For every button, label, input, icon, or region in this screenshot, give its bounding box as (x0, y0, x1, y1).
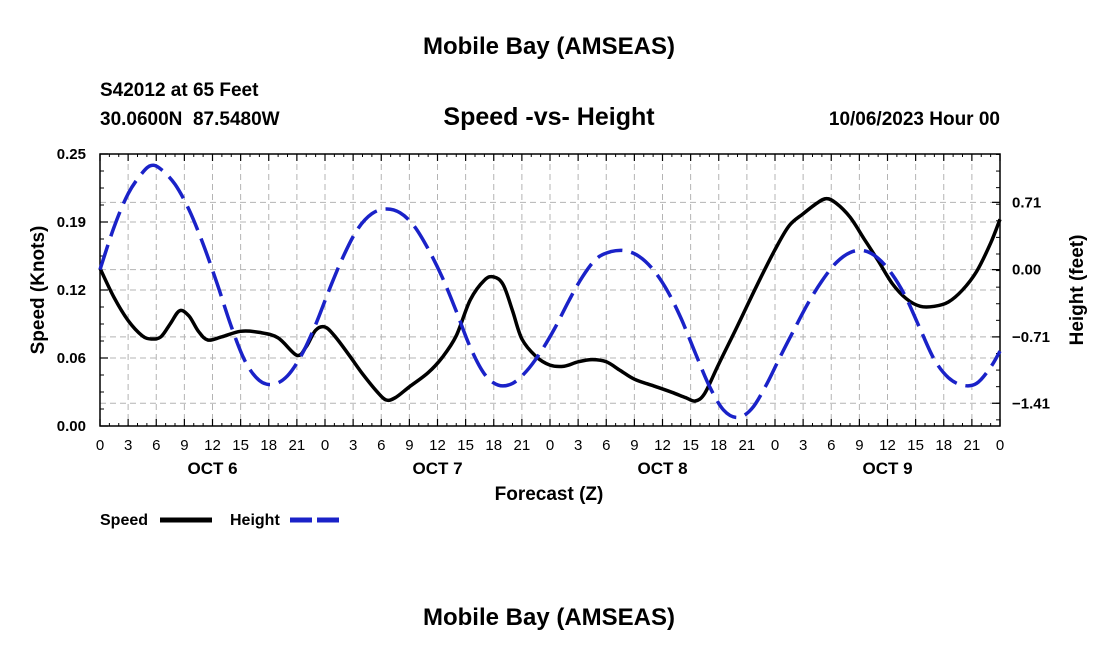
x-tick-label: 18 (710, 437, 727, 454)
x-tick-label: 12 (654, 437, 671, 454)
station-label: S42012 at 65 Feet (100, 80, 259, 101)
x-tick-label: 21 (739, 437, 756, 454)
y-right-tick-label: 0.71 (1012, 194, 1041, 211)
x-tick-label: 18 (485, 437, 502, 454)
grid (100, 154, 1000, 426)
footer-title: Mobile Bay (AMSEAS) (423, 604, 675, 631)
y-left-tick-label: 0.19 (57, 214, 86, 231)
x-tick-label: 6 (827, 437, 835, 454)
day-label: OCT 8 (637, 459, 687, 478)
x-tick-label: 9 (405, 437, 413, 454)
x-tick-label: 0 (96, 437, 104, 454)
series-line-speed (98, 196, 1002, 403)
day-label: OCT 9 (862, 459, 912, 478)
x-tick-label: 0 (996, 437, 1004, 454)
y-left-tick-label: 0.12 (57, 282, 86, 299)
x-tick-label: 6 (377, 437, 385, 454)
day-label: OCT 6 (187, 459, 237, 478)
y-left-tick-label: 0.00 (57, 418, 86, 435)
x-tick-label: 0 (546, 437, 554, 454)
legend-speed-label: Speed (100, 512, 148, 529)
y-left-tick-label: 0.06 (57, 350, 86, 367)
x-tick-label: 15 (907, 437, 924, 454)
x-tick-label: 15 (457, 437, 474, 454)
x-tick-label: 3 (349, 437, 357, 454)
y-right-tick-label: −0.71 (1012, 329, 1050, 346)
x-tick-label: 12 (879, 437, 896, 454)
x-tick-label: 15 (232, 437, 249, 454)
x-tick-label: 9 (855, 437, 863, 454)
day-label: OCT 7 (412, 459, 462, 478)
chart-subtitle: Speed -vs- Height (443, 103, 655, 131)
legend-height-label: Height (230, 512, 280, 529)
coords-label: 30.0600N 87.5480W (100, 109, 280, 130)
x-tick-label: 18 (935, 437, 952, 454)
x-tick-label: 21 (514, 437, 531, 454)
x-tick-label: 3 (574, 437, 582, 454)
y-right-tick-label: 0.00 (1012, 262, 1041, 279)
x-tick-label: 12 (429, 437, 446, 454)
ticks: 0 3 6 9 12 15 18 21 0 3 6 9 12 15 18 21 0 3 6 9 12 15 18 21 0 3 6 9… (57, 146, 1050, 478)
x-tick-label: 9 (630, 437, 638, 454)
x-tick-label: 18 (260, 437, 277, 454)
y-right-tick-label: −1.41 (1012, 395, 1050, 412)
series-line-height (98, 163, 1002, 420)
x-axis-label: Forecast (Z) (495, 484, 604, 505)
x-tick-label: 0 (321, 437, 329, 454)
series-lines (98, 163, 1002, 420)
y-left-tick-label: 0.25 (57, 146, 86, 163)
x-tick-label: 3 (799, 437, 807, 454)
x-tick-label: 0 (771, 437, 779, 454)
date-label: 10/06/2023 Hour 00 (829, 109, 1000, 130)
y-axis-left-label: Speed (Knots) (28, 226, 49, 355)
chart-title: Mobile Bay (AMSEAS) (423, 33, 675, 60)
y-axis-right-label: Height (feet) (1067, 235, 1088, 346)
legend: Speed Height (100, 512, 342, 529)
x-tick-label: 6 (152, 437, 160, 454)
x-tick-label: 21 (289, 437, 306, 454)
x-tick-label: 15 (682, 437, 699, 454)
x-tick-label: 3 (124, 437, 132, 454)
x-tick-label: 6 (602, 437, 610, 454)
x-tick-label: 9 (180, 437, 188, 454)
x-tick-label: 12 (204, 437, 221, 454)
x-tick-label: 21 (964, 437, 981, 454)
